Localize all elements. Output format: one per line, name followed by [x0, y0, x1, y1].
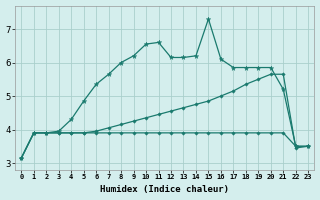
X-axis label: Humidex (Indice chaleur): Humidex (Indice chaleur) [100, 185, 229, 194]
